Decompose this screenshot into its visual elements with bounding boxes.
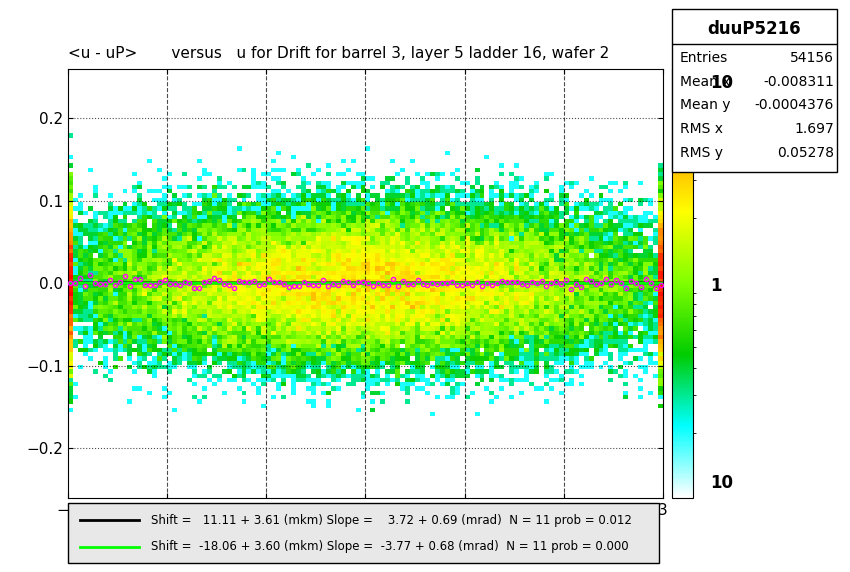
Text: 10: 10	[711, 74, 734, 92]
Text: <u - uP>       versus   u for Drift for barrel 3, layer 5 ladder 16, wafer 2: <u - uP> versus u for Drift for barrel 3…	[68, 46, 609, 61]
Text: 54156: 54156	[790, 51, 834, 65]
Text: RMS x: RMS x	[680, 122, 722, 136]
Text: 0.05278: 0.05278	[777, 145, 834, 160]
Text: duuP5216: duuP5216	[707, 20, 802, 38]
Text: Shift =  -18.06 + 3.60 (mkm) Slope =  -3.77 + 0.68 (mrad)  N = 11 prob = 0.000: Shift = -18.06 + 3.60 (mkm) Slope = -3.7…	[150, 540, 628, 553]
Text: Entries: Entries	[680, 51, 728, 65]
Text: -0.008311: -0.008311	[763, 74, 834, 89]
Text: RMS y: RMS y	[680, 145, 722, 160]
Text: Mean y: Mean y	[680, 98, 730, 112]
Text: 10: 10	[711, 474, 734, 492]
Text: -0.0004376: -0.0004376	[755, 98, 834, 112]
Text: Shift =   11.11 + 3.61 (mkm) Slope =    3.72 + 0.69 (mrad)  N = 11 prob = 0.012: Shift = 11.11 + 3.61 (mkm) Slope = 3.72 …	[150, 514, 632, 527]
Text: 1: 1	[711, 277, 722, 295]
Text: 1.697: 1.697	[794, 122, 834, 136]
X-axis label: ../Pass50_TpcSsdSvtPlotsG40GNFP25rCut0.5cm.root: ../Pass50_TpcSsdSvtPlotsG40GNFP25rCut0.5…	[184, 523, 547, 537]
Text: Mean x: Mean x	[680, 74, 730, 89]
